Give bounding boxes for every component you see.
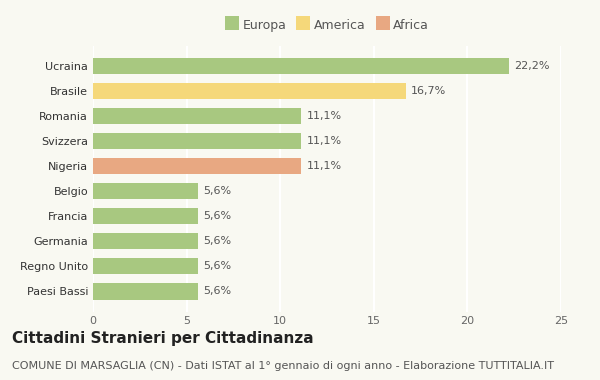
Bar: [93, 158, 301, 174]
Legend: Europa, America, Africa: Europa, America, Africa: [223, 16, 431, 34]
Text: 22,2%: 22,2%: [514, 61, 550, 71]
Text: 11,1%: 11,1%: [307, 161, 341, 171]
Text: COMUNE DI MARSAGLIA (CN) - Dati ISTAT al 1° gennaio di ogni anno - Elaborazione : COMUNE DI MARSAGLIA (CN) - Dati ISTAT al…: [12, 361, 554, 371]
Text: Cittadini Stranieri per Cittadinanza: Cittadini Stranieri per Cittadinanza: [12, 331, 314, 345]
Bar: [93, 83, 406, 99]
Text: 11,1%: 11,1%: [307, 136, 341, 146]
Bar: [93, 258, 198, 274]
Bar: [93, 233, 198, 249]
Bar: [93, 108, 301, 124]
Bar: [93, 133, 301, 149]
Text: 16,7%: 16,7%: [411, 86, 446, 96]
Bar: [93, 183, 198, 199]
Text: 5,6%: 5,6%: [203, 261, 232, 271]
Text: 5,6%: 5,6%: [203, 236, 232, 246]
Bar: [93, 58, 509, 74]
Bar: [93, 283, 198, 299]
Text: 5,6%: 5,6%: [203, 186, 232, 196]
Text: 5,6%: 5,6%: [203, 211, 232, 221]
Text: 5,6%: 5,6%: [203, 287, 232, 296]
Text: 11,1%: 11,1%: [307, 111, 341, 121]
Bar: [93, 208, 198, 224]
